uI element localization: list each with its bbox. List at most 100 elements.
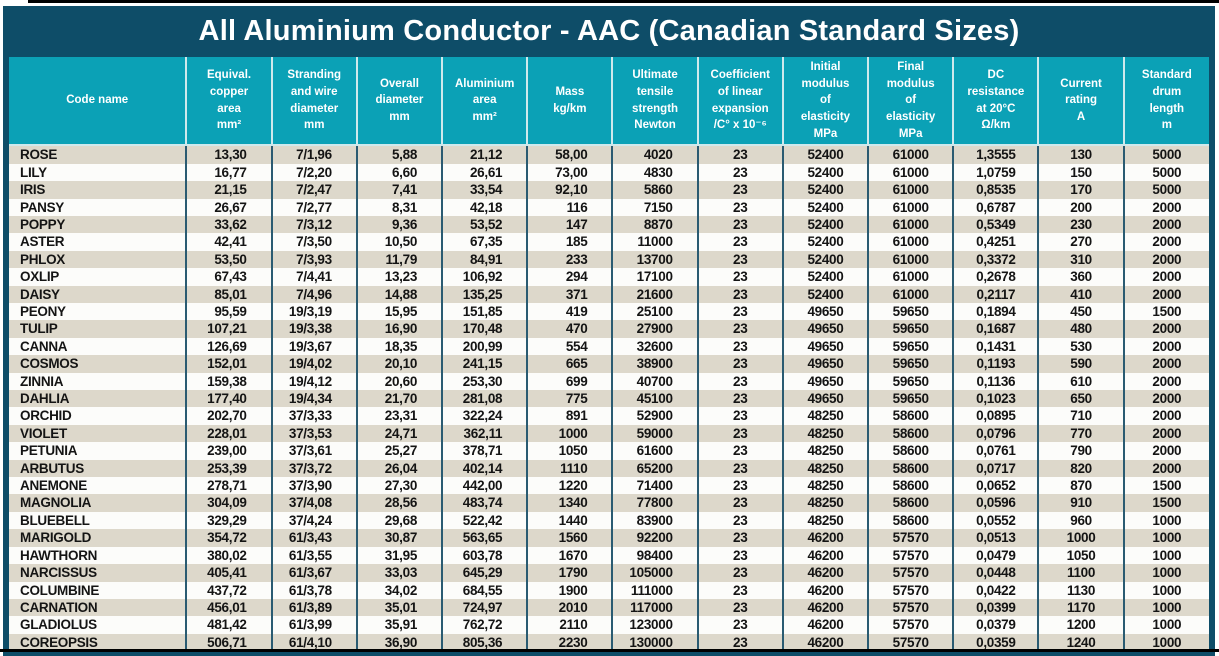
value-cell: 23 <box>696 424 783 443</box>
value-cell: 30,87 <box>355 529 443 547</box>
value-cell: 775 <box>526 390 613 408</box>
value-cell: 37/3,90 <box>270 477 357 495</box>
value-cell: 77800 <box>611 494 698 512</box>
value-cell: 49650 <box>781 355 869 373</box>
table-row: DAISY 85,01 7/4,96 14,88 135,25 371 21600 23 524… <box>9 285 1209 304</box>
value-cell: 1050 <box>1037 546 1124 565</box>
value-cell: 84,91 <box>441 250 528 269</box>
value-cell: 46200 <box>781 581 869 599</box>
value-cell: 61/3,43 <box>270 529 357 547</box>
code-name-cell: ANEMONE <box>20 478 87 494</box>
table-row: VIOLET 228,01 37/3,53 24,71 362,11 1000 59000 2… <box>9 424 1209 443</box>
value-cell: 665 <box>526 355 613 373</box>
value-cell: 177,40 <box>185 390 272 408</box>
value-cell: 59650 <box>867 337 954 356</box>
col-header-equiv-copper-area: Equival. copper area mm² <box>185 57 272 147</box>
value-cell: 805,36 <box>441 633 528 652</box>
value-cell: 5000 <box>1122 163 1209 182</box>
value-cell: 230 <box>1037 215 1124 234</box>
value-cell: 23 <box>696 459 783 478</box>
value-cell: 23 <box>696 355 783 373</box>
conductor-spec-table: Code name Equival. copper area mm² Strandi… <box>9 57 1209 652</box>
value-cell: 16,77 <box>185 163 272 182</box>
value-cell: 46200 <box>781 529 869 547</box>
value-cell: 405,41 <box>185 564 272 582</box>
value-cell: 26,61 <box>441 163 528 182</box>
table-row: ORCHID 202,70 37/3,33 23,31 322,24 891 52900 23… <box>9 407 1209 425</box>
value-cell: 23 <box>696 198 783 216</box>
value-cell: 2000 <box>1122 250 1209 269</box>
value-cell: 21,70 <box>355 390 443 408</box>
value-cell: 45100 <box>611 390 698 408</box>
table-row: COLUMBINE 437,72 61/3,78 34,02 684,55 1900 111… <box>9 581 1209 599</box>
value-cell: 23 <box>696 145 783 164</box>
code-name-cell: PEONY <box>20 304 66 320</box>
table-row: IRIS 21,15 7/2,47 7,41 33,54 92,10 5860 23 52400… <box>9 181 1209 199</box>
value-cell: 0,5349 <box>952 215 1039 234</box>
value-cell: 239,00 <box>185 442 272 460</box>
table-row: ZINNIA 159,38 19/4,12 20,60 253,30 699 40700 23… <box>9 372 1209 391</box>
value-cell: 378,71 <box>441 442 528 460</box>
value-cell: 111000 <box>611 581 698 599</box>
value-cell: 126,69 <box>185 337 272 356</box>
value-cell: 1340 <box>526 494 613 512</box>
col-header-aluminium-area: Aluminium area mm² <box>441 57 528 147</box>
value-cell: 228,01 <box>185 424 272 443</box>
value-cell: 2000 <box>1122 459 1209 478</box>
value-cell: 610 <box>1037 372 1124 391</box>
value-cell: 46200 <box>781 616 869 634</box>
value-cell: 684,55 <box>441 581 528 599</box>
table-row: ANEMONE 278,71 37/3,90 27,30 442,00 1220 71400… <box>9 477 1209 495</box>
col-header-stranding-wire-diameter: Stranding and wire diameter mm <box>270 57 357 147</box>
value-cell: 1000 <box>1122 598 1209 617</box>
value-cell: 59650 <box>867 372 954 391</box>
code-name-cell: DAISY <box>20 286 60 302</box>
value-cell: 7/4,41 <box>270 268 357 286</box>
value-cell: 1000 <box>526 424 613 443</box>
value-cell: 1500 <box>1122 303 1209 321</box>
value-cell: 59650 <box>867 303 954 321</box>
value-cell: 0,0895 <box>952 407 1039 425</box>
value-cell: 27900 <box>611 320 698 338</box>
value-cell: 61/3,78 <box>270 581 357 599</box>
value-cell: 371 <box>526 285 613 304</box>
code-name-cell: COLUMBINE <box>20 582 100 598</box>
code-name-cell: HAWTHORN <box>20 547 98 563</box>
table-row: MAGNOLIA 304,09 37/4,08 28,56 483,74 1340 7780… <box>9 494 1209 512</box>
value-cell: 354,72 <box>185 529 272 547</box>
value-cell: 105000 <box>611 564 698 582</box>
value-cell: 58,00 <box>526 145 613 164</box>
value-cell: 147 <box>526 215 613 234</box>
value-cell: 48250 <box>781 424 869 443</box>
value-cell: 2010 <box>526 598 613 617</box>
value-cell: 1000 <box>1122 633 1209 652</box>
code-name-cell: COREOPSIS <box>20 634 98 650</box>
code-name-cell: OXLIP <box>20 269 60 285</box>
value-cell: 57570 <box>867 633 954 652</box>
value-cell: 419 <box>526 303 613 321</box>
code-name-cell: BLUEBELL <box>20 512 90 528</box>
table-row: OXLIP 67,43 7/4,41 13,23 106,92 294 17100 23 524… <box>9 268 1209 286</box>
value-cell: 1200 <box>1037 616 1124 634</box>
value-cell: 1130 <box>1037 581 1124 599</box>
value-cell: 61000 <box>867 163 954 182</box>
value-cell: 46200 <box>781 546 869 565</box>
value-cell: 480 <box>1037 320 1124 338</box>
value-cell: 130000 <box>611 633 698 652</box>
value-cell: 2000 <box>1122 355 1209 373</box>
value-cell: 2000 <box>1122 215 1209 234</box>
value-cell: 67,35 <box>441 233 528 251</box>
value-cell: 57570 <box>867 564 954 582</box>
value-cell: 58600 <box>867 511 954 530</box>
value-cell: 61600 <box>611 442 698 460</box>
value-cell: 8,31 <box>355 198 443 216</box>
value-cell: 1110 <box>526 459 613 478</box>
value-cell: 724,97 <box>441 598 528 617</box>
value-cell: 23 <box>696 564 783 582</box>
value-cell: 23 <box>696 616 783 634</box>
value-cell: 960 <box>1037 511 1124 530</box>
value-cell: 0,0761 <box>952 442 1039 460</box>
value-cell: 0,1193 <box>952 355 1039 373</box>
value-cell: 28,56 <box>355 494 443 512</box>
value-cell: 0,0359 <box>952 633 1039 652</box>
